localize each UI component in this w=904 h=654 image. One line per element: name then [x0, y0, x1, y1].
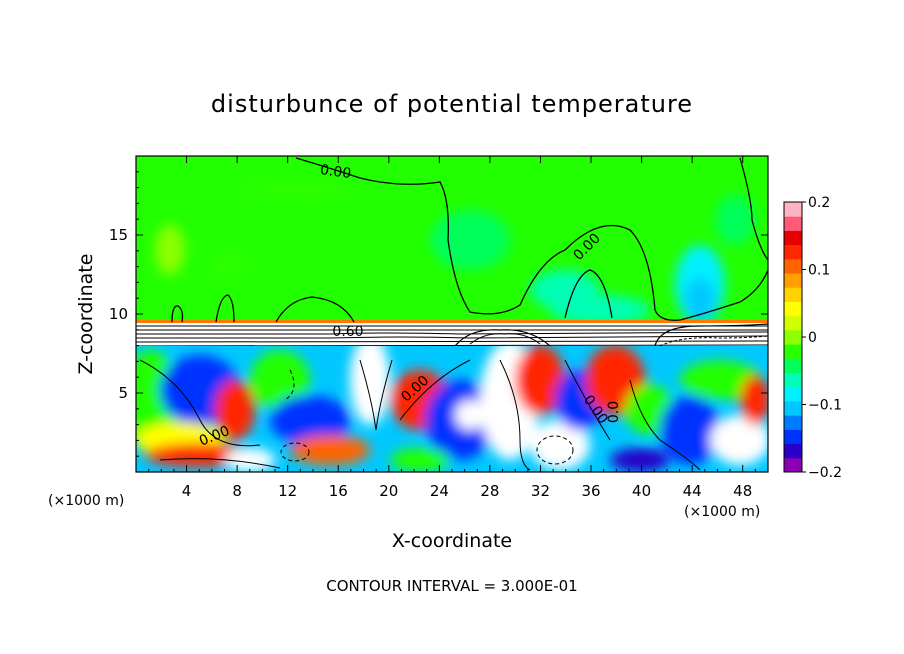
colorbar-swatch: [784, 287, 802, 302]
x-tick-label: 48: [733, 482, 752, 500]
colorbar-swatch: [784, 443, 802, 459]
y-tick-label: 5: [118, 384, 128, 402]
y-tick-label: 10: [109, 305, 128, 323]
contour-interval-footer: CONTOUR INTERVAL = 3.000E-01: [326, 577, 577, 595]
colorbar-tick-label: 0.2: [808, 195, 830, 211]
colorbar: 0.2 0.1 0 −0.1 −0.2: [783, 195, 842, 481]
colorbar-swatch: [784, 457, 802, 473]
colorbar-swatch: [784, 400, 802, 416]
colorbar-swatch: [784, 301, 802, 317]
x-tick-label: 4: [182, 482, 192, 500]
colorbar-swatch: [784, 273, 802, 288]
stable-layer-lines: [136, 323, 768, 353]
colorbar-swatch: [784, 244, 802, 260]
x-tick-label: 20: [379, 482, 398, 500]
x-tick-label: 36: [581, 482, 600, 500]
colorbar-tick-label: −0.1: [808, 398, 842, 414]
contour-label: 0.00: [319, 162, 352, 182]
x-unit-left: (×1000 m): [48, 493, 124, 509]
y-axis-ticks: 5 10 15: [109, 171, 768, 457]
colorbar-swatch: [784, 202, 802, 217]
x-tick-label: 8: [232, 482, 242, 500]
x-axis-label: X-coordinate: [392, 530, 512, 552]
colorbar-swatch: [784, 315, 802, 331]
contour-label: 0.60: [332, 324, 363, 340]
chart-title: disturbunce of potential temperature: [211, 90, 693, 118]
x-tick-label: 32: [531, 482, 550, 500]
colorbar-swatch: [784, 344, 802, 359]
x-axis-ticks: 4 8 12 16 20 24 28 32 36 40 44 48: [148, 156, 756, 500]
y-tick-label: 15: [109, 226, 128, 244]
x-tick-label: 40: [632, 482, 651, 500]
upper-field: [155, 178, 755, 325]
colorbar-swatch: [784, 372, 802, 388]
x-tick-label: 16: [329, 482, 348, 500]
colorbar-swatch: [784, 329, 802, 345]
colorbar-swatch: [784, 386, 802, 402]
colorbar-swatch: [784, 429, 802, 445]
colorbar-swatch: [784, 358, 802, 374]
x-tick-label: 24: [430, 482, 449, 500]
upper-contours: [171, 157, 768, 323]
y-axis-label: Z-coordinate: [75, 254, 97, 375]
x-tick-label: 28: [480, 482, 499, 500]
lower-contours: [139, 359, 701, 471]
colorbar-swatch: [784, 415, 802, 430]
colorbar-swatch: [784, 230, 802, 246]
lower-field: [136, 346, 768, 472]
colorbar-swatch: [784, 216, 802, 231]
x-unit-right: (×1000 m): [684, 504, 760, 520]
colorbar-tick-label: 0.1: [808, 263, 830, 279]
contour-label: 0.0: [606, 401, 622, 423]
x-tick-label: 44: [683, 482, 702, 500]
colorbar-swatch: [784, 258, 802, 274]
colorbar-tick-label: 0: [808, 330, 817, 346]
plot-area: 0.00 0.00 0.60 0.00 0.00 0.00 0.0: [136, 156, 768, 472]
x-tick-label: 12: [278, 482, 297, 500]
colorbar-tick-label: −0.2: [808, 465, 842, 481]
